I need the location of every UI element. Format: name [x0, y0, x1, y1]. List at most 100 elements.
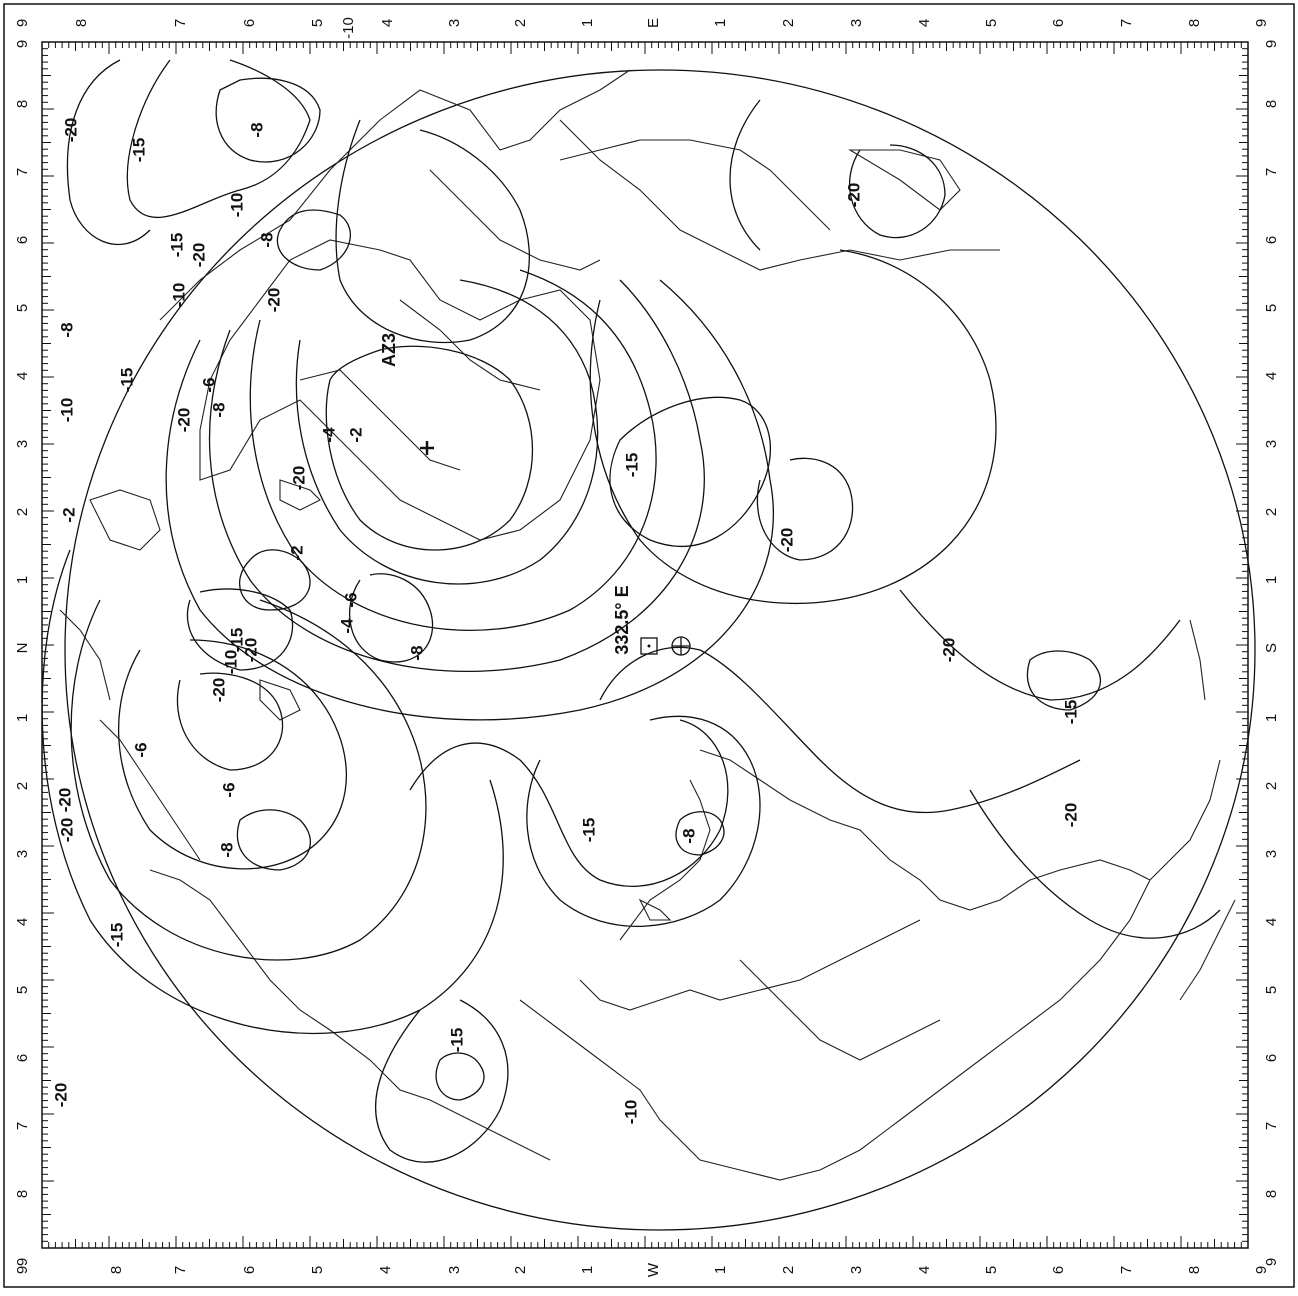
axis-label: 7: [1118, 1266, 1135, 1274]
axis-label: 7: [1263, 168, 1280, 176]
axis-label: 3: [14, 440, 31, 448]
satellite-square-icon: [640, 637, 658, 655]
axis-label: 3: [446, 19, 463, 27]
contour-label: -8: [217, 842, 236, 857]
axis-label: E: [645, 18, 662, 28]
axis-label: 6: [1050, 19, 1067, 27]
axis-label: 2: [512, 19, 529, 27]
axis-label: 8: [1186, 1266, 1203, 1274]
axis-label: 4: [377, 1266, 394, 1274]
axis-label: 5: [14, 304, 31, 312]
contour-label: -2: [59, 507, 78, 522]
axis-label: 7: [14, 168, 31, 176]
axis-labels: 9 8 7 6 5 -10 4 3 2 1 E 1 2 3 4 5 6 7 8 9 9 8 7 6 5 4 3 2 1 W 1 2 3 4 5 6 7 8…: [14, 17, 1280, 1277]
axis-label: 8: [14, 100, 31, 108]
orbit-label: 332.5° E: [612, 585, 632, 654]
contour-label: -15: [579, 818, 598, 843]
contour-label: -20: [264, 288, 283, 313]
axis-label: 4: [379, 19, 396, 27]
contour-label: -8: [407, 645, 426, 660]
axis-label: 5: [1263, 986, 1280, 994]
earth-disk: [64, 69, 1256, 1231]
contour-label: -6: [199, 377, 218, 392]
axis-label: 8: [14, 1190, 31, 1198]
contour-label: -20: [61, 118, 80, 143]
contour-label: -20: [55, 788, 74, 813]
contour-label: -6: [131, 742, 150, 757]
axis-label: 1: [579, 1266, 596, 1274]
axis-label: 4: [916, 19, 933, 27]
contour-label: -15: [622, 453, 641, 478]
axis-label: 2: [14, 508, 31, 516]
axis-label: 7: [172, 1266, 189, 1274]
axis-label: 1: [712, 19, 729, 27]
axis-label: 1: [14, 714, 31, 722]
axis-label: 1: [712, 1266, 729, 1274]
axis-label: 9: [14, 1258, 31, 1266]
axis-label: 3: [1263, 850, 1280, 858]
contour-label: -8: [57, 322, 76, 337]
inner-frame: [41, 41, 1249, 1249]
contour-label: -20: [777, 528, 796, 553]
axis-label: 5: [983, 19, 1000, 27]
axis-label: 6: [241, 19, 258, 27]
axis-label: 1: [14, 576, 31, 584]
axis-label: 7: [14, 1122, 31, 1130]
contour-label: -10: [227, 193, 246, 218]
axis-label: 8: [73, 19, 90, 27]
contour-labels: -20 -15 -8 -10 -15 -20 -8 -10 -20 -8 -15 -6 -8 -20 -4 -…: [51, 118, 1080, 1125]
axis-label: 5: [983, 1266, 1000, 1274]
contour-label: -4: [337, 618, 356, 634]
beam-center-cross-icon: [420, 441, 434, 455]
contour-lines: [41, 59, 1221, 1163]
axis-label: 8: [1263, 1190, 1280, 1198]
axis-label: 9: [14, 40, 31, 48]
axis-label: 8: [1263, 100, 1280, 108]
subsatellite-crosshair-icon: [671, 636, 691, 656]
axis-label: -10: [340, 17, 357, 39]
axis-label: 1: [579, 19, 596, 27]
axis-label: 4: [1263, 372, 1280, 380]
axis-label: 2: [1263, 782, 1280, 790]
axis-label: 5: [309, 19, 326, 27]
axis-label: 6: [1263, 1054, 1280, 1062]
contour-label: -15: [1061, 700, 1080, 725]
axis-label: 2: [1263, 508, 1280, 516]
axis-label: 7: [1118, 19, 1135, 27]
axis-label: 1: [1263, 576, 1280, 584]
contour-label: -6: [341, 592, 360, 607]
axis-label: 5: [14, 986, 31, 994]
contour-label: -20: [844, 183, 863, 208]
axis-label: 4: [916, 1266, 933, 1274]
contour-label: -8: [247, 122, 266, 137]
axis-label: 7: [1263, 1122, 1280, 1130]
axis-label: 3: [848, 1266, 865, 1274]
contour-label: -8: [257, 232, 276, 247]
axis-label: 5: [309, 1266, 326, 1274]
axis-label: 1: [1263, 714, 1280, 722]
axis-label: W: [645, 1262, 662, 1277]
contour-label: -6: [219, 782, 238, 797]
axis-label: 5: [1263, 304, 1280, 312]
axis-label: 2: [14, 782, 31, 790]
contour-label: -20: [57, 818, 76, 843]
contour-label: -8: [209, 402, 228, 417]
axis-label: 6: [1050, 1266, 1067, 1274]
contour-label: -20: [51, 1083, 70, 1108]
contour-label: -20: [241, 638, 260, 663]
axis-label: 3: [1263, 440, 1280, 448]
axis-label: 9: [1253, 19, 1270, 27]
contour-label: -8: [679, 828, 698, 843]
contour-label: -15: [117, 368, 136, 393]
contour-label: -10: [169, 283, 188, 308]
contour-label: -15: [129, 138, 148, 163]
beam-label: AZ3: [379, 333, 399, 367]
contour-label: -2: [346, 427, 365, 442]
coastlines: [59, 69, 1236, 1181]
axis-label: 2: [512, 1266, 529, 1274]
axis-label: 9: [14, 19, 31, 27]
axis-label: 4: [1263, 918, 1280, 926]
tick-marks: [41, 41, 1249, 1249]
